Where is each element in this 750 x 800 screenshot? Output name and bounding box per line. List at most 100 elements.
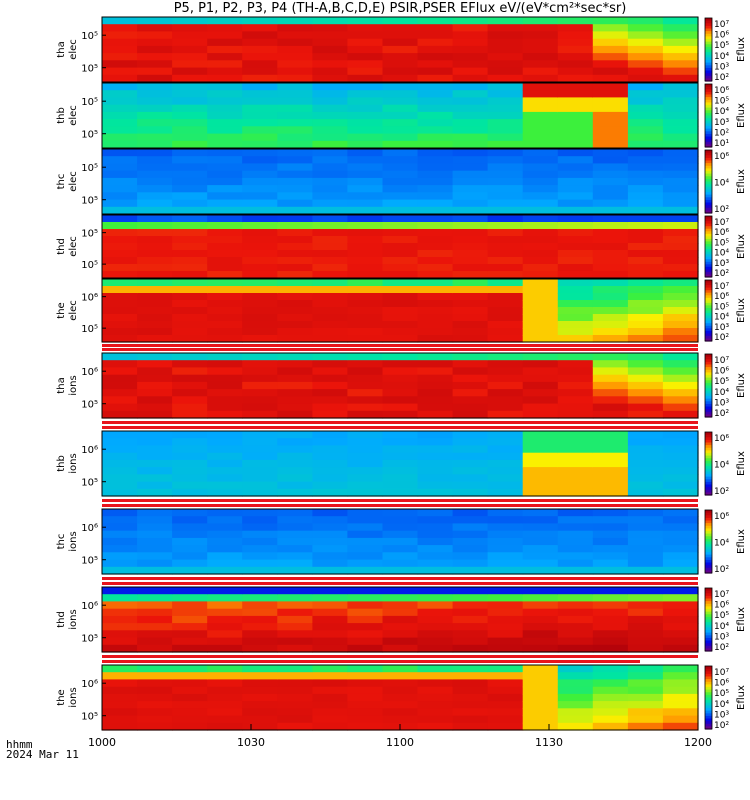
colorbar-segment [705,251,712,255]
heatmap-cell [102,293,138,301]
heatmap-cell [382,353,419,361]
heatmap-cell [242,45,278,54]
heatmap-cell [207,67,243,76]
heatmap-cell [557,53,594,61]
heatmap-cell [452,516,489,524]
heatmap-cell [382,389,419,397]
heatmap-cell [172,637,208,646]
heatmap-cell [102,587,138,595]
colorbar-tick-label: 10⁶ [714,679,729,689]
heatmap-cell [137,630,173,639]
heatmap-cell [452,250,489,258]
heatmap-cell [242,307,278,315]
heatmap-cell [172,431,208,439]
heatmap-cell [382,307,419,315]
heatmap-cell [592,243,629,251]
y-axis-label: elec [68,105,79,126]
heatmap-cell [382,431,419,439]
heatmap-cell [452,31,489,40]
heatmap-cell [347,389,384,397]
heatmap-cell [347,17,384,25]
heatmap-cell [382,229,419,237]
heatmap-cell [382,594,419,602]
heatmap-cell [592,229,629,237]
colorbar-segment [705,163,712,167]
heatmap-cell [592,67,629,76]
colorbar-segment [705,595,712,600]
heatmap-cell [242,374,278,383]
heatmap-cell [137,38,173,47]
heatmap-cell [277,679,313,688]
heatmap-cell [207,672,243,680]
heatmap-cell [172,24,208,32]
heatmap-cell [557,199,594,208]
heatmap-cell [312,431,349,439]
heatmap-cell [662,335,699,343]
colorbar-segment [705,318,712,322]
heatmap-cell [592,83,629,91]
colorbar-segment [705,679,712,683]
heatmap-cell [627,410,664,419]
colorbar-segment [705,256,712,260]
heatmap-cell [592,459,629,468]
heatmap-cell [452,104,489,113]
heatmap-cell [382,60,419,69]
heatmap-cell [277,672,313,680]
colorbar-segment [705,554,712,558]
heatmap-cell [627,474,664,483]
colorbar-segment [705,643,712,647]
heatmap-cell [137,693,173,702]
colorbar-segment [705,241,712,245]
colorbar-segment [705,157,712,162]
heatmap-cell [522,708,559,717]
heatmap-cell [662,300,699,308]
heatmap-cell [102,488,138,497]
heatmap-cell [627,374,664,383]
heatmap-cell [242,206,278,215]
heatmap-cell [452,133,489,142]
heatmap-cell [137,67,173,76]
heatmap-cell [487,353,524,361]
heatmap-cell [522,199,559,208]
heatmap-cell [592,163,629,172]
heatmap-cell [382,133,419,142]
heatmap-cell [627,243,664,251]
heatmap-cell [592,206,629,215]
x-tick-label: 1100 [386,736,414,749]
heatmap-cell [137,90,173,98]
heatmap-cell [452,38,489,47]
heatmap-cell [627,516,664,524]
colorbar-tick-label: 10⁴ [714,539,729,549]
colorbar-tick-label: 10⁶ [714,292,729,302]
heatmap-cell [102,431,138,439]
heatmap-cell [417,170,454,179]
heatmap-cell [277,708,313,717]
heatmap-cell [242,623,278,631]
heatmap-cell [277,185,313,193]
heatmap-cell [452,559,489,568]
heatmap-cell [102,672,138,680]
heatmap-cell [312,31,349,40]
colorbar-segment [705,269,712,273]
heatmap-cell [242,149,278,157]
heatmap-cell [452,474,489,483]
heatmap-cell [102,24,138,32]
heatmap-cell [347,83,384,91]
heatmap-cell [207,185,243,193]
heatmap-cell [592,396,629,405]
heatmap-cell [137,367,173,376]
y-axis-label: ions [68,687,79,707]
heatmap-cell [452,381,489,390]
heatmap-cell [347,445,384,454]
heatmap-cell [417,459,454,468]
heatmap-cell [557,445,594,454]
heatmap-cell [207,396,243,405]
heatmap-cell [522,601,559,610]
y-axis-label: ions [68,375,79,395]
heatmap-cell [102,74,138,83]
heatmap-cell [277,559,313,568]
heatmap-cell [102,300,138,308]
heatmap-cell [347,335,384,343]
heatmap-cell [592,445,629,454]
heatmap-cell [172,74,208,83]
